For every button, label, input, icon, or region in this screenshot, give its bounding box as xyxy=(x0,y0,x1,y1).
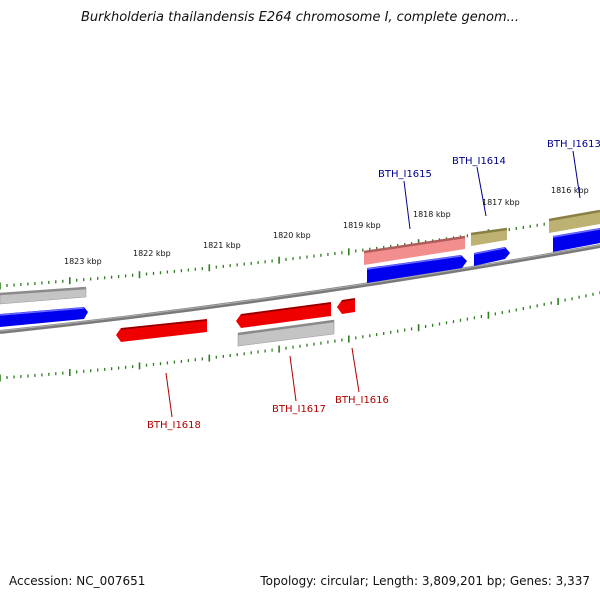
gene-forward-BTH_I1615-highlight xyxy=(366,255,462,270)
kbp-label-1818: 1818 kbp xyxy=(413,210,451,219)
chromosome-backbone-highlight xyxy=(0,244,600,332)
gene-reverse-BTH_I1618-edge xyxy=(120,319,208,330)
gene-forward-BTH_I1614-highlight xyxy=(473,247,506,255)
gene-label-BTH_I1618[interactable]: BTH_I1618 xyxy=(147,420,201,431)
kbp-label-1816: 1816 kbp xyxy=(551,186,589,195)
gene-reverse-BTH_I1616[interactable] xyxy=(337,298,355,314)
gene-reverse-BTH_I1618[interactable] xyxy=(116,319,207,342)
gene-forward-left[interactable] xyxy=(0,307,88,327)
gene-forward-left-highlight xyxy=(0,307,85,316)
gene-label-BTH_I1614[interactable]: BTH_I1614 xyxy=(452,156,506,167)
kbp-label-1821: 1821 kbp xyxy=(203,241,241,250)
gene-gray-upper-left-edge xyxy=(0,286,87,296)
gene-olive-upper-2[interactable] xyxy=(549,211,600,233)
leader-BTH_I1613 xyxy=(572,150,581,199)
kbp-label-1822: 1822 kbp xyxy=(133,249,171,258)
kbp-label-1820: 1820 kbp xyxy=(273,231,311,240)
gene-forward-BTH_I1613-highlight xyxy=(552,228,600,238)
chromosome-backbone xyxy=(0,244,600,334)
map-title: Burkholderia thailandensis E264 chromoso… xyxy=(80,10,520,25)
leader-BTH_I1618 xyxy=(165,372,173,418)
kbp-label-1819: 1819 kbp xyxy=(343,221,381,230)
gene-reverse-BTH_I1617-edge xyxy=(240,302,332,316)
leader-BTH_I1617 xyxy=(289,355,297,402)
gene-gray-lower-edge xyxy=(237,319,335,336)
gene-pink-upper-edge xyxy=(363,235,466,254)
accession-text: Accession: NC_007651 xyxy=(9,574,146,588)
gene-olive-upper-1-edge xyxy=(470,227,508,236)
gene-pink-upper[interactable] xyxy=(364,237,465,265)
gene-reverse-BTH_I1617[interactable] xyxy=(236,302,331,328)
leader-BTH_I1616 xyxy=(351,347,360,393)
gene-label-BTH_I1615[interactable]: BTH_I1615 xyxy=(378,169,432,180)
gene-forward-BTH_I1613[interactable] xyxy=(553,228,600,252)
kbp-label-1823: 1823 kbp xyxy=(64,257,102,266)
leader-BTH_I1614 xyxy=(476,166,487,217)
gene-olive-upper-2-edge xyxy=(548,209,600,222)
leader-BTH_I1615 xyxy=(403,180,411,230)
topology-summary: Topology: circular; Length: 3,809,201 bp… xyxy=(260,574,590,588)
outer-tick-marks xyxy=(0,213,600,290)
gene-reverse-BTH_I1616-edge xyxy=(341,298,356,302)
kbp-label-1817: 1817 kbp xyxy=(482,198,520,207)
gene-label-BTH_I1616[interactable]: BTH_I1616 xyxy=(335,395,389,406)
inner-tick-marks xyxy=(0,291,600,382)
gene-label-BTH_I1613[interactable]: BTH_I1613 xyxy=(547,139,600,150)
gene-label-BTH_I1617[interactable]: BTH_I1617 xyxy=(272,404,326,415)
gene-forward-BTH_I1615[interactable] xyxy=(367,255,467,283)
